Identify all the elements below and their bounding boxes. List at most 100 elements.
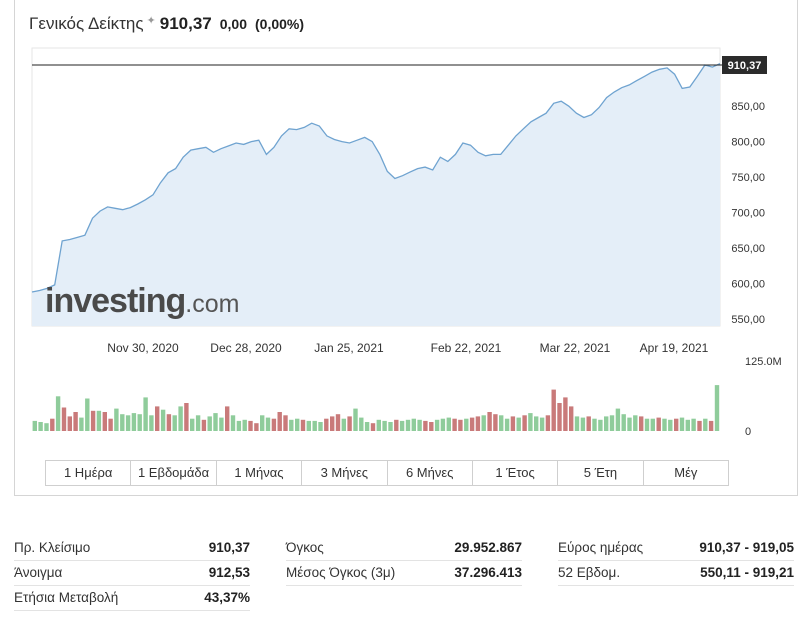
stat-value: 37.296.413	[454, 565, 522, 580]
volume-bar	[377, 420, 381, 431]
y-axis: 850,00 800,00 750,00 700,00 650,00 600,00 550,…	[731, 101, 765, 326]
volume-bar	[592, 419, 596, 431]
y-tick-label: 750,00	[731, 172, 765, 184]
investing-watermark: investing.com	[45, 282, 239, 321]
volume-bar	[400, 421, 404, 431]
volume-bar	[464, 419, 468, 431]
volume-bar	[703, 419, 707, 431]
stat-value: 29.952.867	[454, 540, 522, 555]
volume-bar	[651, 419, 655, 431]
stats-column-2: Όγκος 29.952.867 Μέσος Όγκος (3μ) 37.296…	[286, 536, 522, 586]
volume-bar	[103, 412, 107, 431]
volume-bar	[639, 416, 643, 431]
stat-value: 550,11 - 919,21	[700, 565, 794, 580]
stat-open: Άνοιγμα 912,53	[14, 561, 250, 586]
stat-label: Άνοιγμα	[14, 565, 62, 580]
stat-value: 912,53	[209, 565, 250, 580]
volume-bar	[243, 420, 247, 431]
stats-column-3: Εύρος ημέρας 910,37 - 919,05 52 Εβδομ. 5…	[558, 536, 794, 586]
volume-bar	[161, 410, 165, 431]
volume-bar	[371, 423, 375, 431]
x-axis: Nov 30, 2020 Dec 28, 2020 Jan 25, 2021 Feb …	[107, 341, 708, 355]
stat-label: Ετήσια Μεταβολή	[14, 590, 118, 605]
volume-bar	[627, 418, 631, 431]
x-tick-label: Dec 28, 2020	[210, 341, 282, 355]
volume-bar	[552, 390, 556, 431]
volume-bar	[575, 416, 579, 431]
volume-bar	[56, 396, 60, 431]
volume-bar	[254, 423, 258, 431]
tab-1-day[interactable]: 1 Ημέρα	[46, 461, 131, 485]
volume-bar	[569, 406, 573, 431]
volume-bar	[697, 421, 701, 431]
stat-volume: Όγκος 29.952.867	[286, 536, 522, 561]
x-tick-label: Apr 19, 2021	[640, 341, 709, 355]
volume-bar	[173, 415, 177, 431]
volume-bar	[359, 418, 363, 431]
volume-axis: 125.0M0	[745, 356, 782, 438]
volume-bar	[324, 419, 328, 431]
tab-1-week[interactable]: 1 Εβδομάδα	[131, 461, 216, 485]
chart-panel: Γενικός Δείκτης ✦ 910,37 0,00 (0,00%) 850,00…	[14, 0, 798, 496]
volume-bar	[318, 422, 322, 431]
volume-bar	[662, 419, 666, 431]
tab-5-years[interactable]: 5 Έτη	[558, 461, 643, 485]
volume-bar	[709, 421, 713, 431]
volume-bar	[295, 419, 299, 431]
y-tick-label: 600,00	[731, 278, 765, 290]
stat-prev-close: Πρ. Κλείσιμο 910,37	[14, 536, 250, 561]
watermark-suffix: .com	[185, 290, 239, 318]
volume-bar	[248, 421, 252, 431]
volume-bar	[347, 416, 351, 431]
volume-bar	[225, 406, 229, 431]
volume-bar	[686, 420, 690, 431]
volume-bar	[482, 415, 486, 431]
price-chart[interactable]: 850,00 800,00 750,00 700,00 650,00 600,00 550,…	[15, 0, 799, 460]
volume-bar	[202, 420, 206, 431]
tab-1-year[interactable]: 1 Έτος	[473, 461, 558, 485]
volume-bar	[149, 415, 153, 431]
watermark-brand: investing	[45, 282, 185, 320]
tab-1-month[interactable]: 1 Μήνας	[217, 461, 302, 485]
volume-bar	[97, 411, 101, 431]
volume-bar	[511, 416, 515, 431]
volume-bar	[394, 420, 398, 431]
volume-bar	[132, 413, 136, 431]
volume-bar	[283, 415, 287, 431]
stat-52-week-range: 52 Εβδομ. 550,11 - 919,21	[558, 561, 794, 586]
volume-bar	[441, 419, 445, 431]
volume-bar	[412, 419, 416, 431]
volume-bar	[435, 420, 439, 431]
stat-label: 52 Εβδομ.	[558, 565, 620, 580]
tab-3-months[interactable]: 3 Μήνες	[302, 461, 387, 485]
volume-bar	[38, 422, 42, 431]
tab-6-months[interactable]: 6 Μήνες	[388, 461, 473, 485]
stat-value: 43,37%	[204, 590, 250, 605]
volume-bar	[85, 399, 89, 432]
volume-bar	[114, 409, 118, 431]
volume-bar	[691, 419, 695, 431]
volume-bar	[365, 422, 369, 431]
volume-bar	[219, 418, 223, 431]
volume-bar	[487, 412, 491, 431]
stat-day-range: Εύρος ημέρας 910,37 - 919,05	[558, 536, 794, 561]
volume-bar	[657, 418, 661, 431]
volume-bar	[674, 419, 678, 431]
tab-max[interactable]: Μέγ	[644, 461, 728, 485]
y-tick-label: 800,00	[731, 137, 765, 149]
volume-bar	[68, 416, 72, 431]
volume-bar	[406, 420, 410, 431]
volume-bar	[382, 421, 386, 431]
volume-bar	[540, 418, 544, 431]
volume-bar	[429, 422, 433, 431]
volume-bar	[417, 420, 421, 431]
volume-bar	[44, 423, 48, 431]
volume-bar	[546, 415, 550, 431]
volume-bar	[668, 420, 672, 431]
volume-bar	[62, 408, 66, 432]
volume-bar	[342, 419, 346, 431]
x-tick-label: Feb 22, 2021	[431, 341, 502, 355]
volume-bar	[278, 412, 282, 431]
volume-bar	[79, 418, 83, 431]
volume-bar	[231, 415, 235, 431]
